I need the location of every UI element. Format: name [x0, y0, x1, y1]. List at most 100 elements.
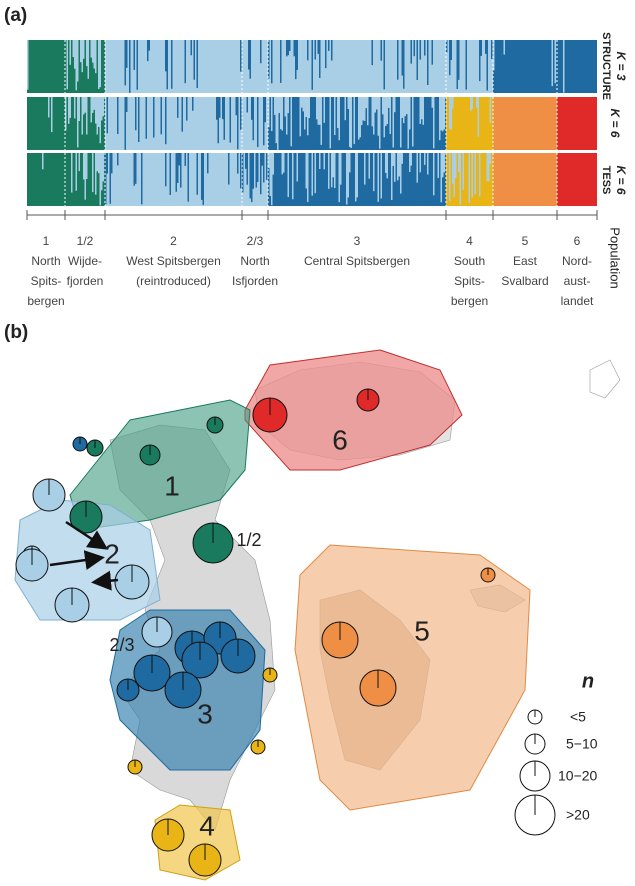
admixture-stripe [216, 97, 218, 120]
population-id: 6 [574, 234, 581, 248]
admixture-stripe [71, 153, 73, 193]
admixture-stripe [67, 40, 69, 89]
legend-label: >20 [566, 807, 590, 823]
admixture-stripe [262, 153, 264, 166]
admixture-stripe [42, 153, 44, 169]
admixture-stripe [309, 97, 311, 118]
admixture-block [268, 97, 446, 150]
admixture-stripe [240, 153, 242, 188]
admixture-stripe [403, 40, 405, 89]
admixture-stripe [441, 97, 443, 130]
admixture-stripe [250, 40, 252, 79]
admixture-stripe [135, 153, 137, 184]
population-labels: 1NorthSpits-bergen1/2Wijde-fjorden2West … [27, 210, 597, 308]
admixture-stripe [251, 153, 253, 202]
admixture-stripe [376, 97, 378, 109]
admixture-stripe [397, 153, 399, 180]
admixture-stripe [83, 40, 85, 59]
admixture-stripe [490, 97, 492, 123]
admixture-stripe [203, 153, 205, 205]
admixture-stripe [402, 97, 404, 118]
admixture-block [557, 153, 597, 206]
method-label: STRUCTURE [600, 32, 612, 100]
admixture-stripe [256, 153, 258, 188]
admixture-stripe [427, 153, 429, 174]
admixture-stripe [452, 97, 454, 109]
admixture-stripe [330, 97, 332, 148]
region [295, 545, 530, 810]
admixture-stripe [237, 97, 239, 149]
row-labels: STRUCTURE K = 3 K = 6 TESS K = 6 Populat… [600, 32, 628, 289]
admixture-stripe [97, 153, 99, 171]
admixture-stripe [366, 97, 368, 108]
admixture-stripe [349, 97, 351, 147]
admixture-stripe [442, 97, 444, 131]
admixture-stripe [319, 153, 321, 169]
admixture-stripe [402, 153, 404, 164]
admixture-stripe [491, 40, 493, 59]
admixture-stripe [441, 153, 443, 202]
admixture-stripe [107, 97, 109, 133]
admixture-stripe [94, 40, 96, 69]
admixture-stripe [79, 153, 81, 171]
admixture-stripe [432, 97, 434, 108]
admixture-stripe [301, 97, 303, 108]
admixture-stripe [331, 40, 333, 61]
admixture-stripe [129, 40, 131, 93]
admixture-stripe [74, 97, 76, 118]
admixture-stripe [79, 97, 81, 121]
admixture-stripe [297, 153, 299, 181]
population-name: Isfjorden [232, 274, 278, 288]
admixture-stripe [111, 153, 113, 173]
admixture-stripe [458, 40, 460, 80]
admixture-stripe [411, 153, 413, 166]
admixture-stripe [385, 153, 387, 173]
admixture-stripe [442, 153, 444, 177]
admixture-stripe [394, 153, 396, 182]
admixture-stripe [73, 40, 75, 57]
admixture-stripe [103, 97, 105, 116]
admixture-stripe [219, 97, 221, 118]
admixture-stripe [280, 97, 282, 129]
admixture-stripe [141, 153, 143, 204]
admixture-stripe [97, 97, 99, 134]
admixture-stripe [381, 153, 383, 199]
population-id: 4 [466, 234, 473, 248]
admixture-stripe [98, 153, 100, 173]
admixture-stripe [387, 153, 389, 178]
population-name: West Spitsbergen [126, 254, 221, 268]
admixture-stripe [138, 97, 140, 142]
admixture-stripe [103, 153, 105, 181]
admixture-stripe [251, 97, 253, 120]
admixture-stripe [236, 97, 238, 115]
population-name: North [240, 254, 269, 268]
admixture-stripe [479, 153, 481, 196]
admixture-stripe [117, 97, 119, 134]
admixture-stripe [248, 40, 250, 70]
admixture-stripe [185, 153, 187, 166]
admixture-stripe [354, 97, 356, 144]
admixture-stripe [433, 153, 435, 195]
admixture-stripe [245, 153, 247, 169]
admixture-stripe [240, 97, 242, 130]
admixture-stripe [230, 97, 232, 143]
admixture-stripe [328, 40, 330, 51]
admixture-stripe [420, 153, 422, 172]
admixture-stripe [466, 40, 468, 90]
admixture-stripe [324, 153, 326, 169]
admixture-stripe [373, 97, 375, 134]
admixture-stripe [161, 97, 163, 134]
admixture-stripe [253, 97, 255, 140]
admixture-stripe [472, 97, 474, 109]
admixture-stripe [110, 153, 112, 204]
admixture-stripe [260, 40, 262, 63]
admixture-stripe [321, 97, 323, 145]
admixture-stripe [288, 40, 290, 55]
admixture-stripe [409, 97, 411, 129]
admixture-stripe [182, 97, 184, 132]
panel-label: (b) [4, 322, 28, 343]
population-name: bergen [27, 294, 64, 308]
admixture-stripe [355, 153, 357, 201]
population-name: North [31, 254, 60, 268]
region-label: 6 [332, 424, 348, 455]
